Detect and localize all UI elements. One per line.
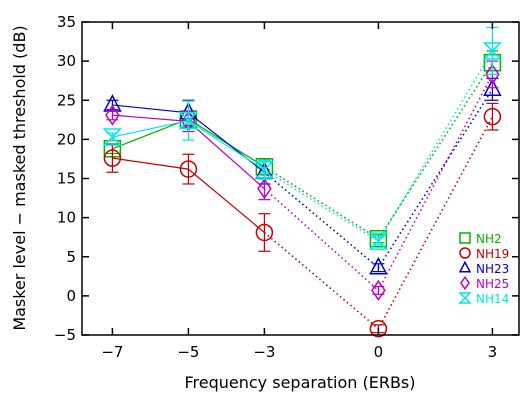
- y-tick-label: 0: [66, 287, 76, 305]
- series-nh14: [102, 26, 503, 250]
- legend-marker: [459, 232, 471, 244]
- legend-label: NH19: [476, 247, 509, 261]
- legend-marker: [460, 275, 470, 291]
- legend-marker: [458, 292, 472, 304]
- legend-marker: [458, 260, 472, 273]
- data-point-marker: [102, 128, 123, 146]
- y-tick-label: 5: [66, 248, 76, 266]
- x-tick-label: 3: [488, 343, 498, 361]
- y-tick-label: 35: [57, 13, 76, 31]
- x-axis-title: Frequency separation (ERBs): [184, 373, 415, 392]
- data-point-marker: [254, 161, 275, 179]
- plot-frame: [81, 21, 520, 336]
- data-point-marker: [483, 107, 502, 126]
- legend-label: NH23: [476, 262, 509, 276]
- x-tick-label: −7: [101, 343, 123, 361]
- series-dotted-line: [263, 62, 494, 240]
- x-tick-label: 0: [374, 343, 384, 361]
- series-nh2: [103, 50, 502, 248]
- y-tick-label: 10: [57, 209, 76, 227]
- series-layer: [102, 26, 503, 338]
- data-point-marker: [369, 230, 388, 248]
- series-nh25: [105, 60, 500, 301]
- legend-label: NH25: [476, 277, 509, 291]
- legend-label: NH2: [476, 232, 502, 246]
- data-point-marker: [371, 279, 386, 301]
- data-point-marker: [103, 149, 122, 167]
- series-nh19: [103, 102, 502, 338]
- legend-label: NH14: [476, 292, 509, 306]
- series-dotted-line: [263, 74, 494, 292]
- series-dotted-line: [263, 116, 494, 330]
- y-tick-label: −5: [54, 326, 76, 344]
- data-point-marker: [368, 232, 389, 250]
- data-point-marker: [179, 160, 198, 178]
- data-point-marker: [105, 104, 120, 126]
- y-tick-label: 25: [57, 91, 76, 109]
- data-point-marker: [255, 223, 274, 242]
- axis-layer: −7 −5 −3 0 3 −5 0 5 10 15 20 25 30 35: [54, 13, 519, 361]
- x-tick-label: −3: [253, 343, 275, 361]
- data-point-marker: [369, 256, 388, 275]
- series-nh23: [103, 77, 502, 275]
- data-point-marker: [369, 319, 388, 338]
- legend-marker: [459, 247, 471, 259]
- data-point-marker: [178, 111, 199, 130]
- y-axis-title: Masker level − masked threshold (dB): [10, 25, 29, 330]
- data-point-marker: [485, 63, 500, 85]
- y-tick-label: 20: [57, 130, 76, 148]
- data-point-marker: [257, 178, 272, 200]
- data-point-marker: [482, 42, 503, 60]
- y-tick-label: 30: [57, 52, 76, 70]
- series-dotted-line: [263, 50, 494, 243]
- y-tick-label: 15: [57, 170, 76, 188]
- x-tick-label: −5: [177, 343, 199, 361]
